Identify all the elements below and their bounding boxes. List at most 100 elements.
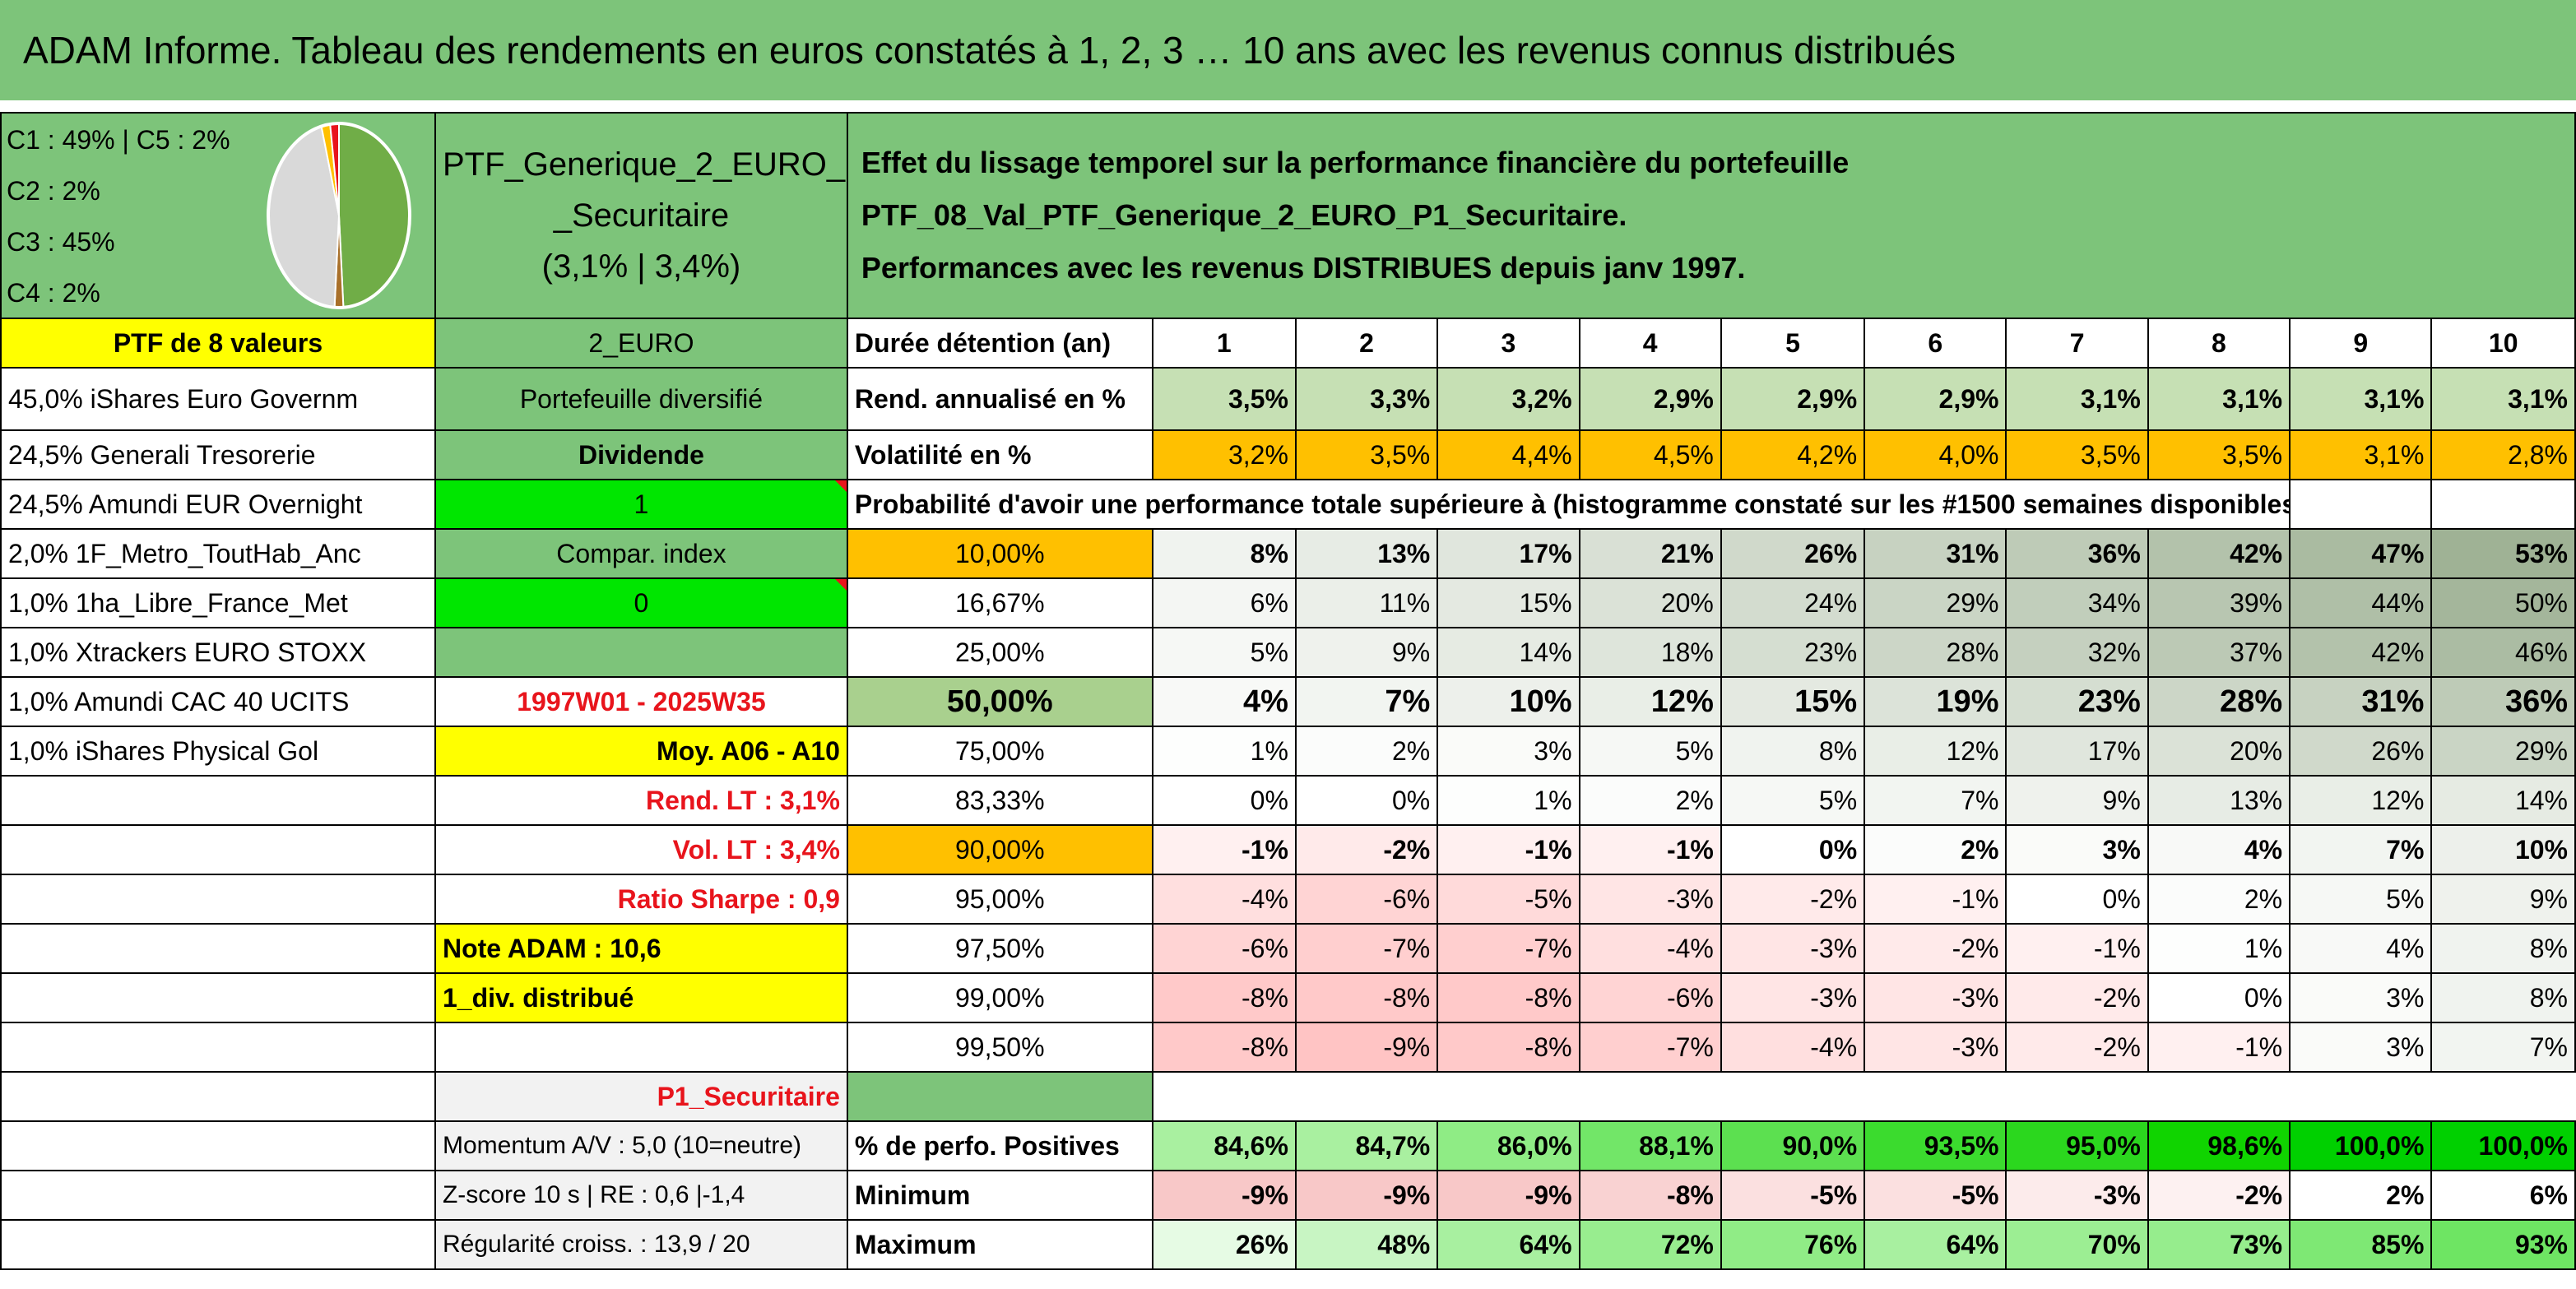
quantile: 83,33% <box>846 775 1153 826</box>
max-value: 64% <box>1437 1219 1580 1270</box>
prob-value: 4% <box>2289 923 2433 974</box>
quantile: 90,00% <box>846 824 1153 875</box>
pie-outline <box>267 122 411 309</box>
empty-cell <box>0 1120 436 1171</box>
compar-label: Compar. index <box>434 528 848 579</box>
prob-value: 10% <box>1437 676 1580 727</box>
vol-value: 3,1% <box>2289 429 2433 480</box>
empty-cell <box>0 1022 436 1073</box>
prob-value: -8% <box>1437 1022 1580 1073</box>
rend-value: 2,9% <box>1864 367 2007 431</box>
vol-value: 3,2% <box>1151 429 1297 480</box>
ptf-summary: (3,1% | 3,4%) <box>541 248 741 285</box>
max-value: 85% <box>2289 1219 2433 1270</box>
ptf-count: PTF de 8 valeurs <box>0 318 436 369</box>
prob-value: 7% <box>2430 1022 2576 1073</box>
prob-value: -3% <box>1864 1022 2007 1073</box>
performance-table: C1 : 49% | C5 : 2% C2 : 2% C3 : 45% C4 :… <box>0 112 2576 1270</box>
prob-value: 44% <box>2289 577 2433 628</box>
vol-value: 3,5% <box>1294 429 1439 480</box>
max-label: Maximum <box>846 1219 1153 1270</box>
prob-value: 26% <box>1720 528 1866 579</box>
prob-value: 34% <box>2005 577 2149 628</box>
prob-value: 1% <box>2147 923 2291 974</box>
prob-value: 1% <box>1437 775 1580 826</box>
prob-value: 3% <box>2005 824 2149 875</box>
prob-value: 3% <box>2289 972 2433 1023</box>
pos-value: 93,5% <box>1864 1120 2007 1171</box>
prob-value: 15% <box>1437 577 1580 628</box>
empty-cell <box>434 627 848 678</box>
prob-value: 0% <box>1720 824 1866 875</box>
duration-label: Durée détention (an) <box>846 318 1153 369</box>
pos-value: 86,0% <box>1437 1120 1580 1171</box>
prob-value: -1% <box>2147 1022 2291 1073</box>
prob-value: 36% <box>2005 528 2149 579</box>
year-header: 5 <box>1720 318 1866 369</box>
adam-note: Note ADAM : 10,6 <box>434 923 848 974</box>
prob-value: -2% <box>2005 1022 2149 1073</box>
empty-cell <box>0 923 436 974</box>
prob-value: 9% <box>1294 627 1439 678</box>
prob-value: 26% <box>2289 726 2433 777</box>
pos-label: % de perfo. Positives <box>846 1120 1153 1171</box>
prob-value: -2% <box>1720 874 1866 925</box>
prob-value: -1% <box>1864 874 2007 925</box>
prob-value: -9% <box>1294 1022 1439 1073</box>
prob-value: 8% <box>2430 972 2576 1023</box>
quantile: 10,00% <box>846 528 1153 579</box>
vol-value: 3,5% <box>2005 429 2149 480</box>
prob-value: -8% <box>1437 972 1580 1023</box>
max-value: 93% <box>2430 1219 2576 1270</box>
empty-cell <box>0 874 436 925</box>
prob-value: 12% <box>2289 775 2433 826</box>
effect-line1: Effet du lissage temporel sur la perform… <box>861 146 1850 232</box>
min-value: -9% <box>1294 1170 1439 1221</box>
sharpe-ratio: Ratio Sharpe : 0,9 <box>434 874 848 925</box>
dividend-label: Dividende <box>434 429 848 480</box>
moy-label: Moy. A06 - A10 <box>434 726 848 777</box>
prob-value: 6% <box>1151 577 1297 628</box>
prob-value: 8% <box>1151 528 1297 579</box>
year-header: 6 <box>1864 318 2007 369</box>
min-value: -9% <box>1437 1170 1580 1221</box>
prob-value: -8% <box>1294 972 1439 1023</box>
rend-value: 2,9% <box>1578 367 1722 431</box>
regularite: Régularité croiss. : 13,9 / 20 <box>434 1219 848 1270</box>
max-value: 26% <box>1151 1219 1297 1270</box>
prob-value: 4% <box>1151 676 1297 727</box>
prob-value: 42% <box>2289 627 2433 678</box>
empty-cell <box>0 775 436 826</box>
rend-value: 3,1% <box>2289 367 2433 431</box>
prob-value: 20% <box>1578 577 1722 628</box>
year-header: 7 <box>2005 318 2149 369</box>
prob-value: 7% <box>1294 676 1439 727</box>
prob-value: 36% <box>2430 676 2576 727</box>
min-label: Minimum <box>846 1170 1153 1221</box>
prob-value: 2% <box>1294 726 1439 777</box>
prob-value: 18% <box>1578 627 1722 678</box>
pos-value: 90,0% <box>1720 1120 1866 1171</box>
effect-description-cell: Effet du lissage temporel sur la perform… <box>846 112 2576 319</box>
prob-value: 23% <box>1720 627 1866 678</box>
momentum: Momentum A/V : 5,0 (10=neutre) <box>434 1120 848 1171</box>
prob-value: 2% <box>1864 824 2007 875</box>
prob-value: 13% <box>2147 775 2291 826</box>
prob-value: 14% <box>2430 775 2576 826</box>
prob-value: 7% <box>2289 824 2433 875</box>
vol-value: 4,5% <box>1578 429 1722 480</box>
pos-value: 84,6% <box>1151 1120 1297 1171</box>
pos-value: 95,0% <box>2005 1120 2149 1171</box>
empty-cell <box>0 972 436 1023</box>
prob-value: 24% <box>1720 577 1866 628</box>
prob-value: 23% <box>2005 676 2149 727</box>
quantile: 95,00% <box>846 874 1153 925</box>
dividend-distributed: 1_div. distribué <box>434 972 848 1023</box>
currency: 2_EURO <box>434 318 848 369</box>
prob-value: 8% <box>1720 726 1866 777</box>
profile-label: P1_Securitaire <box>434 1071 848 1122</box>
prob-value: 32% <box>2005 627 2149 678</box>
effect-line2: Performances avec les revenus DISTRIBUES… <box>861 251 1746 285</box>
period: 1997W01 - 2025W35 <box>434 676 848 727</box>
prob-value: 31% <box>2289 676 2433 727</box>
